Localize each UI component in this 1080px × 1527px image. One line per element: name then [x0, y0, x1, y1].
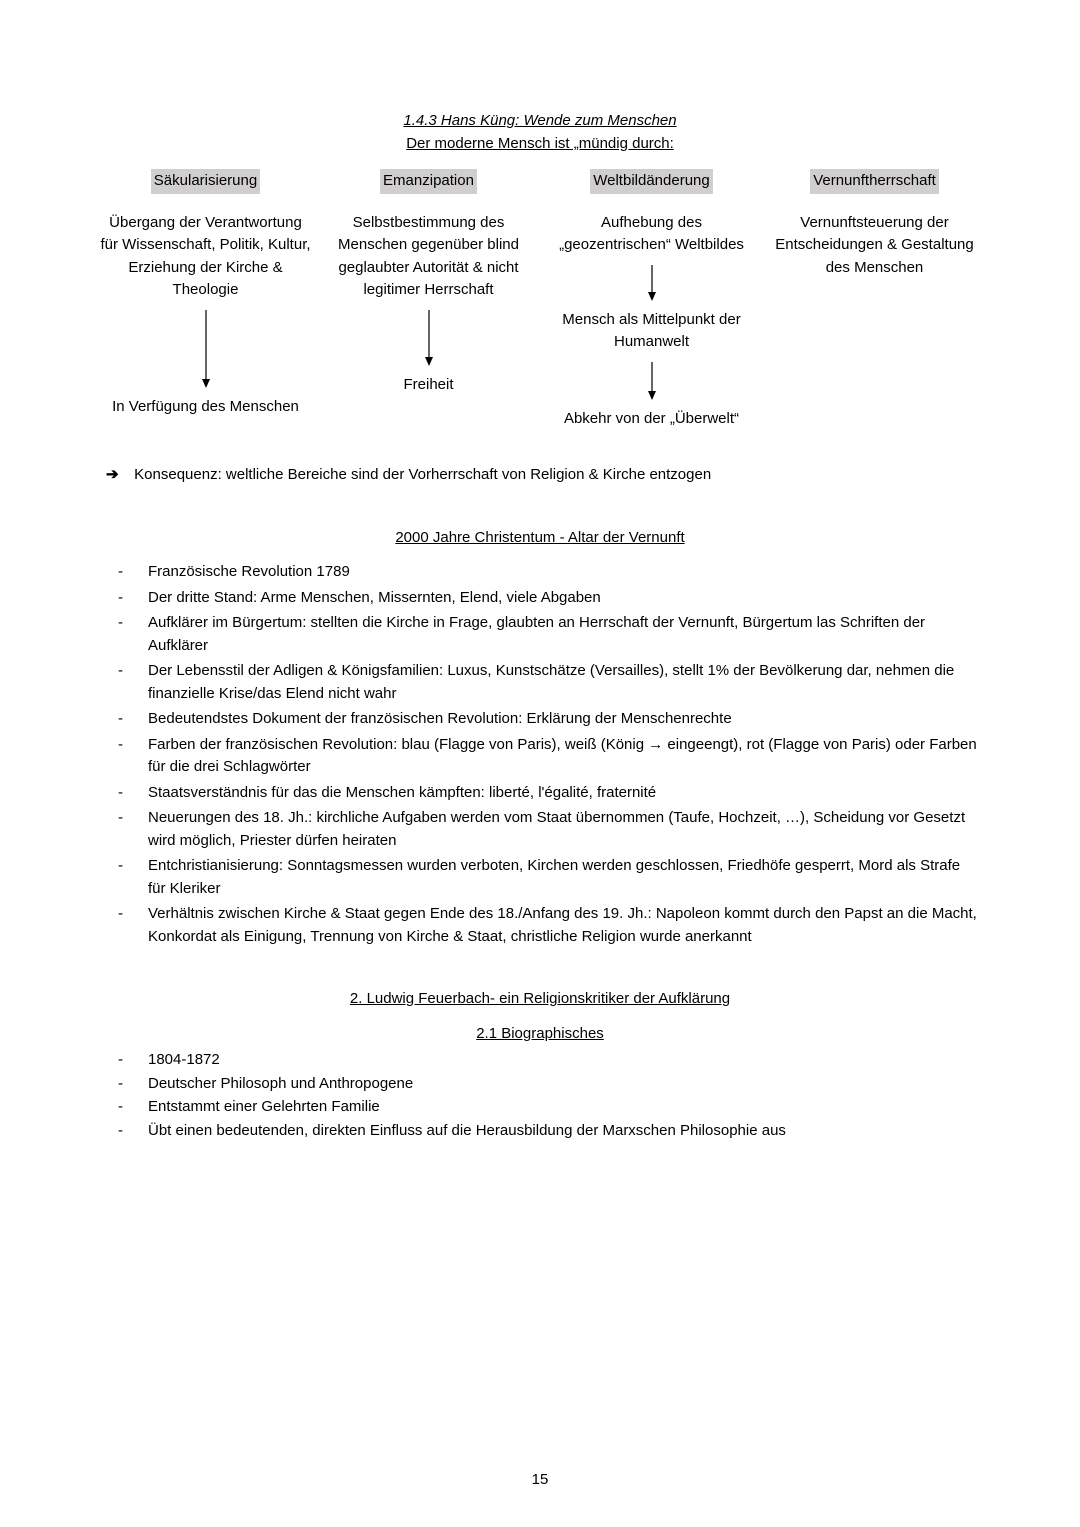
arrow-down-icon: [323, 310, 534, 366]
arrow-down-icon: [546, 362, 757, 400]
column-head: Vernunftherrschaft: [810, 169, 939, 194]
page-number: 15: [0, 1469, 1080, 1492]
column-body: Selbstbestimmung des Menschen gegenüber …: [323, 212, 534, 302]
section3-head2: 2.1 Biographisches: [100, 1023, 980, 1046]
column-head: Säkularisierung: [151, 169, 260, 194]
arrow-right-icon: ➔: [106, 464, 130, 487]
list-item: Entchristianisierung: Sonntagsmessen wur…: [100, 855, 980, 900]
list-item: 1804-1872: [100, 1049, 980, 1072]
list-item: Deutscher Philosoph und Anthropogene: [100, 1073, 980, 1096]
list-item: Entstammt einer Gelehrten Familie: [100, 1096, 980, 1119]
list-item: Übt einen bedeutenden, direkten Einfluss…: [100, 1120, 980, 1143]
consequence-text: Konsequenz: weltliche Bereiche sind der …: [134, 466, 711, 483]
list-item: Der dritte Stand: Arme Menschen, Missern…: [100, 587, 980, 610]
arrow-down-icon: [100, 310, 311, 388]
column-mid: Mensch als Mittelpunkt der Humanwelt: [546, 309, 757, 354]
diagram-column: Vernunftherrschaft Vernunftsteuerung der…: [769, 169, 980, 430]
column-result: In Verfügung des Menschen: [100, 396, 311, 419]
column-body: Vernunftsteuerung der Entscheidungen & G…: [769, 212, 980, 280]
column-head: Weltbildänderung: [590, 169, 712, 194]
section3-head1: 2. Ludwig Feuerbach- ein Religionskritik…: [100, 988, 980, 1011]
column-body: Übergang der Verantwortung für Wissensch…: [100, 212, 311, 302]
list-item: Neuerungen des 18. Jh.: kirchliche Aufga…: [100, 807, 980, 852]
title-line-2: Der moderne Mensch ist „mündig durch:: [406, 133, 674, 156]
list-item: Staatsverständnis für das die Menschen k…: [100, 782, 980, 805]
diagram: Säkularisierung Übergang der Verantwortu…: [100, 169, 980, 430]
list-item: Verhältnis zwischen Kirche & Staat gegen…: [100, 903, 980, 948]
column-result: Abkehr von der „Überwelt“: [546, 408, 757, 431]
diagram-column: Emanzipation Selbstbestimmung des Mensch…: [323, 169, 534, 430]
column-result: Freiheit: [323, 374, 534, 397]
diagram-column: Weltbildänderung Aufhebung des „geozentr…: [546, 169, 757, 430]
list-item: Farben der französischen Revolution: bla…: [100, 734, 980, 779]
title-block: 1.4.3 Hans Küng: Wende zum Menschen Der …: [100, 110, 980, 155]
list-item: Der Lebensstil der Adligen & Königsfamil…: [100, 660, 980, 705]
list-item: Bedeutendstes Dokument der französischen…: [100, 708, 980, 731]
diagram-column: Säkularisierung Übergang der Verantwortu…: [100, 169, 311, 430]
section2-head: 2000 Jahre Christentum - Altar der Vernu…: [100, 527, 980, 550]
section2-list: Französische Revolution 1789 Der dritte S…: [100, 561, 980, 948]
page: 1.4.3 Hans Küng: Wende zum Menschen Der …: [0, 0, 1080, 1527]
arrow-down-icon: [546, 265, 757, 301]
list-item: Französische Revolution 1789: [100, 561, 980, 584]
column-head: Emanzipation: [380, 169, 477, 194]
title-line-1: 1.4.3 Hans Küng: Wende zum Menschen: [403, 110, 676, 133]
list-item: Aufklärer im Bürgertum: stellten die Kir…: [100, 612, 980, 657]
section3-list: 1804-1872Deutscher Philosoph und Anthrop…: [100, 1049, 980, 1142]
consequence-line: ➔ Konsequenz: weltliche Bereiche sind de…: [106, 464, 980, 487]
column-body: Aufhebung des „geozentrischen“ Weltbilde…: [546, 212, 757, 257]
